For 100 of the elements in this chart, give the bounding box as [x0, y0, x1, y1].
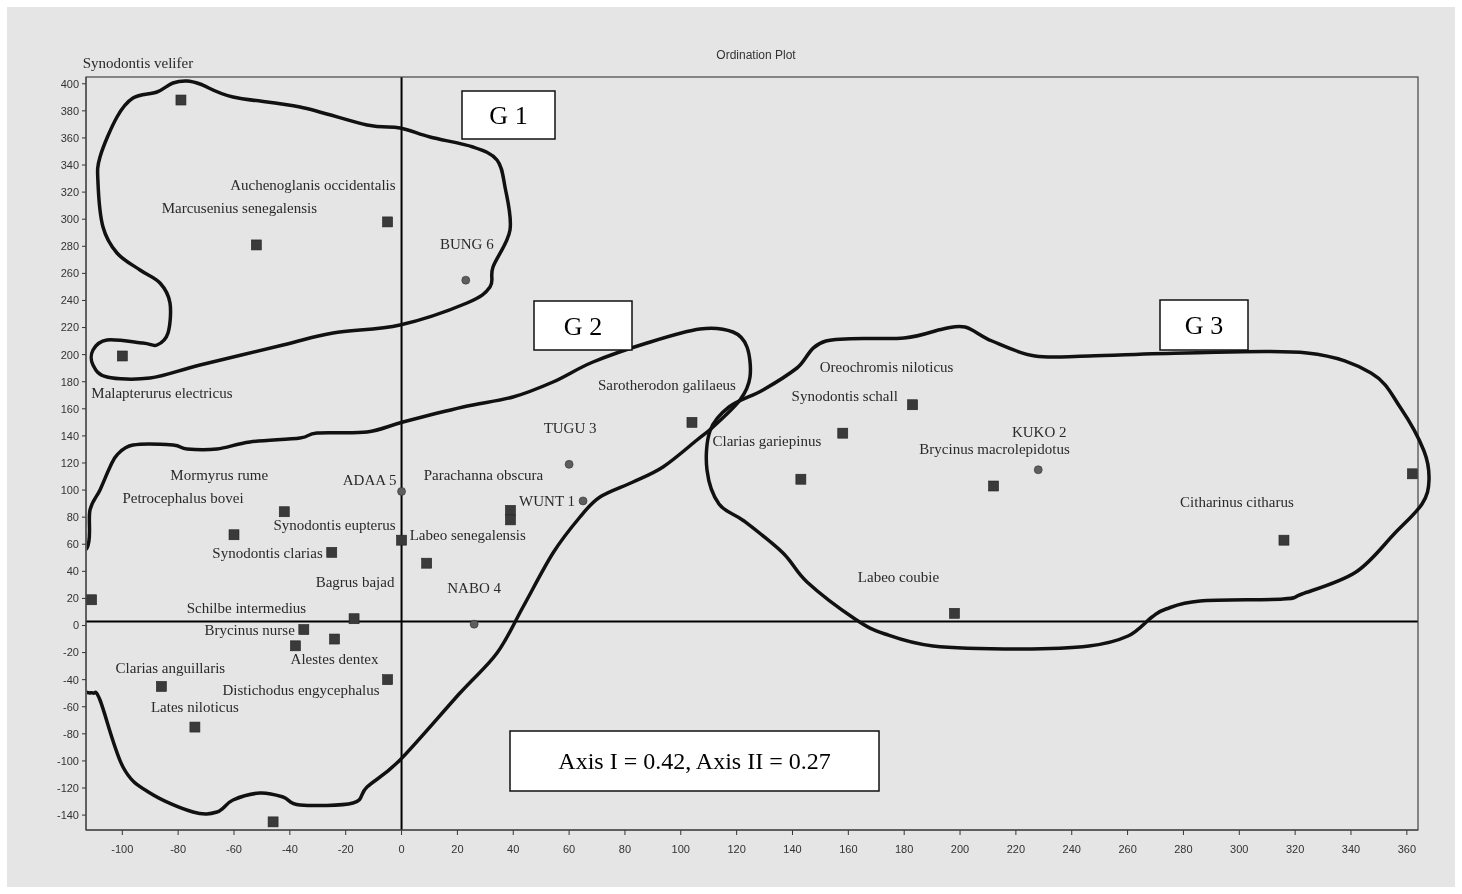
y-tick-label: 80 — [66, 511, 79, 524]
x-tick-label: 240 — [1062, 842, 1081, 855]
y-tick-label: 120 — [60, 456, 79, 469]
y-tick-label: -20 — [63, 646, 79, 659]
annotation: Synodontis schall — [791, 388, 898, 405]
point — [228, 529, 240, 541]
x-tick-label: 340 — [1341, 842, 1361, 855]
point — [564, 460, 574, 469]
y-tick-label: 140 — [60, 429, 79, 442]
x-tick-label: 60 — [562, 842, 576, 855]
point — [461, 275, 471, 285]
annotation: Mormyrus rume — [170, 466, 269, 483]
annotation: NABO 4 — [447, 580, 502, 597]
chart-title: Ordination Plot — [716, 48, 797, 62]
point — [949, 608, 960, 619]
y-tick-label: 180 — [60, 375, 79, 388]
point — [251, 239, 262, 251]
x-tick-label: 220 — [1006, 842, 1026, 855]
point — [686, 417, 698, 428]
y-tick-label: 40 — [66, 565, 79, 578]
point — [469, 619, 479, 629]
x-tick-label: 300 — [1230, 842, 1249, 855]
annotation: Auchenoglanis occidentalis — [230, 177, 396, 194]
point — [837, 427, 849, 439]
annotation: Oreochromis niloticus — [819, 358, 954, 375]
annotation: Labeo senegalensis — [409, 527, 527, 544]
point — [189, 721, 201, 733]
x-tick-label: -40 — [281, 842, 298, 855]
annotation: ADAA 5 — [342, 471, 397, 488]
point — [1278, 534, 1290, 546]
annotation: Schilbe intermedius — [186, 600, 307, 617]
annotation: Synodontis eupterus — [273, 517, 396, 534]
point — [156, 681, 167, 692]
point — [326, 547, 338, 558]
annotation: Citharinus citharus — [1180, 494, 1294, 511]
x-tick-label: 0 — [398, 842, 405, 855]
annotation: Lates niloticus — [150, 699, 240, 716]
point — [397, 487, 406, 496]
y-tick-label: 380 — [60, 104, 79, 117]
x-tick-label: 200 — [950, 842, 970, 855]
annotation: Malapterurus electricus — [91, 385, 233, 402]
annotation: G 3 — [1184, 311, 1224, 341]
y-tick-label: -40 — [63, 673, 79, 686]
y-tick-label: -140 — [56, 809, 79, 822]
annotation: TUGU 3 — [543, 419, 597, 436]
point — [290, 640, 301, 652]
y-tick-label: 60 — [66, 538, 79, 551]
x-tick-label: 40 — [507, 842, 520, 855]
annotation: Alestes dentex — [290, 651, 379, 668]
point — [795, 473, 807, 485]
y-tick-label: 220 — [60, 321, 79, 334]
y-tick-label: 300 — [60, 213, 79, 226]
annotation: Labeo coubie — [857, 568, 940, 585]
x-tick-label: 140 — [783, 842, 802, 855]
point — [382, 216, 393, 228]
y-tick-label: 20 — [66, 592, 79, 605]
annotation: KUKO 2 — [1011, 424, 1067, 440]
point — [382, 674, 393, 685]
point — [175, 94, 187, 106]
x-tick-label: -60 — [226, 842, 242, 855]
annotation: WUNT 1 — [519, 493, 576, 510]
y-tick-label: 260 — [60, 267, 79, 280]
x-tick-label: 160 — [839, 842, 858, 855]
point — [1407, 468, 1418, 480]
y-tick-label: -100 — [56, 754, 79, 767]
y-tick-label: 240 — [60, 294, 79, 307]
y-tick-label: 360 — [60, 131, 79, 144]
point — [421, 557, 432, 569]
x-tick-label: 20 — [451, 842, 464, 855]
annotation: Brycinus macrolepidotus — [919, 441, 1070, 458]
point — [117, 350, 128, 362]
x-tick-label: 260 — [1118, 842, 1137, 855]
x-tick-label: 180 — [895, 842, 914, 855]
x-tick-label: 280 — [1174, 842, 1193, 855]
annotation: Synodontis velifer — [82, 55, 194, 72]
annotation: Parachanna obscura — [423, 466, 544, 483]
annotation: Distichodus engycephalus — [222, 681, 380, 698]
y-tick-label: 0 — [72, 619, 79, 632]
annotation: Clarias gariepinus — [712, 433, 822, 450]
y-tick-label: 160 — [60, 402, 79, 415]
x-tick-label: 80 — [618, 842, 632, 855]
point — [396, 534, 407, 546]
annotation: BUNG 6 — [439, 236, 495, 253]
point — [298, 624, 310, 635]
point — [578, 496, 588, 506]
annotation: Brycinus nurse — [204, 621, 296, 638]
x-tick-label: 360 — [1397, 842, 1417, 855]
x-tick-label: 120 — [727, 842, 746, 855]
y-tick-label: 340 — [60, 158, 79, 171]
annotation: Sarotherodon galilaeus — [598, 376, 737, 393]
point — [1033, 465, 1043, 475]
x-tick-label: 100 — [671, 842, 690, 855]
annotation: G 1 — [489, 101, 528, 131]
y-tick-label: 280 — [60, 240, 79, 253]
point — [505, 514, 516, 526]
y-tick-label: 100 — [60, 483, 79, 496]
point — [267, 816, 279, 828]
annotation: Bagrus bajad — [315, 573, 395, 590]
point — [329, 633, 340, 645]
annotation: Clarias anguillaris — [115, 659, 226, 676]
